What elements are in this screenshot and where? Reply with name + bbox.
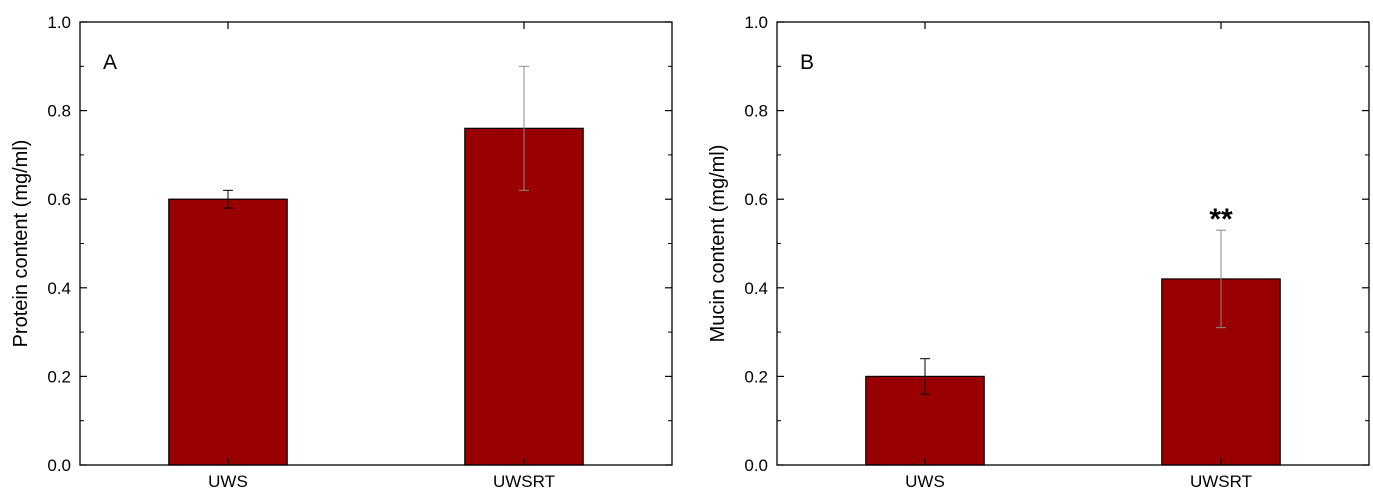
y-axis-title: Protein content (mg/ml): [10, 140, 32, 348]
panel-label: B: [800, 51, 814, 74]
y-tick-label: 1.0: [47, 13, 71, 32]
y-tick-label: 0.2: [744, 367, 768, 386]
chart-panel-a: 0.0 0.2 0.4 0.6 0.8 1.0 UWS UWSRT Protein conten…: [10, 13, 673, 491]
x-tick-label: UWSRT: [1190, 472, 1252, 491]
error-bar-uwsrt: [519, 65, 529, 191]
y-tick-label: 0.6: [744, 190, 768, 209]
error-bar-uwsrt: [1216, 229, 1226, 329]
bar-uws: [168, 198, 288, 466]
y-tick-label: 0.6: [47, 190, 71, 209]
y-tick-label: 0.4: [47, 279, 71, 298]
y-axis-title: Mucin content (mg/ml): [707, 145, 729, 343]
error-bar-uws: [920, 358, 930, 395]
x-tick-label: UWSRT: [493, 472, 555, 491]
y-tick-label: 0.4: [744, 279, 768, 298]
y-tick-label: 0.8: [744, 102, 768, 121]
y-tick-label: 0.2: [47, 367, 71, 386]
y-tick-label: 0.0: [47, 456, 71, 475]
chart-panel-b: ** 0.0 0.2 0.4 0.6 0.8 1.0 UWS UWSRT Mucin conten…: [707, 13, 1370, 491]
panel-label: A: [103, 51, 117, 74]
significance-label: **: [1209, 203, 1233, 236]
y-tick-label: 1.0: [744, 13, 768, 32]
x-tick-label: UWS: [905, 472, 945, 491]
y-tick-label: 0.8: [47, 102, 71, 121]
y-tick-label: 0.0: [744, 456, 768, 475]
error-bar-uws: [223, 189, 233, 209]
x-tick-label: UWS: [208, 472, 248, 491]
